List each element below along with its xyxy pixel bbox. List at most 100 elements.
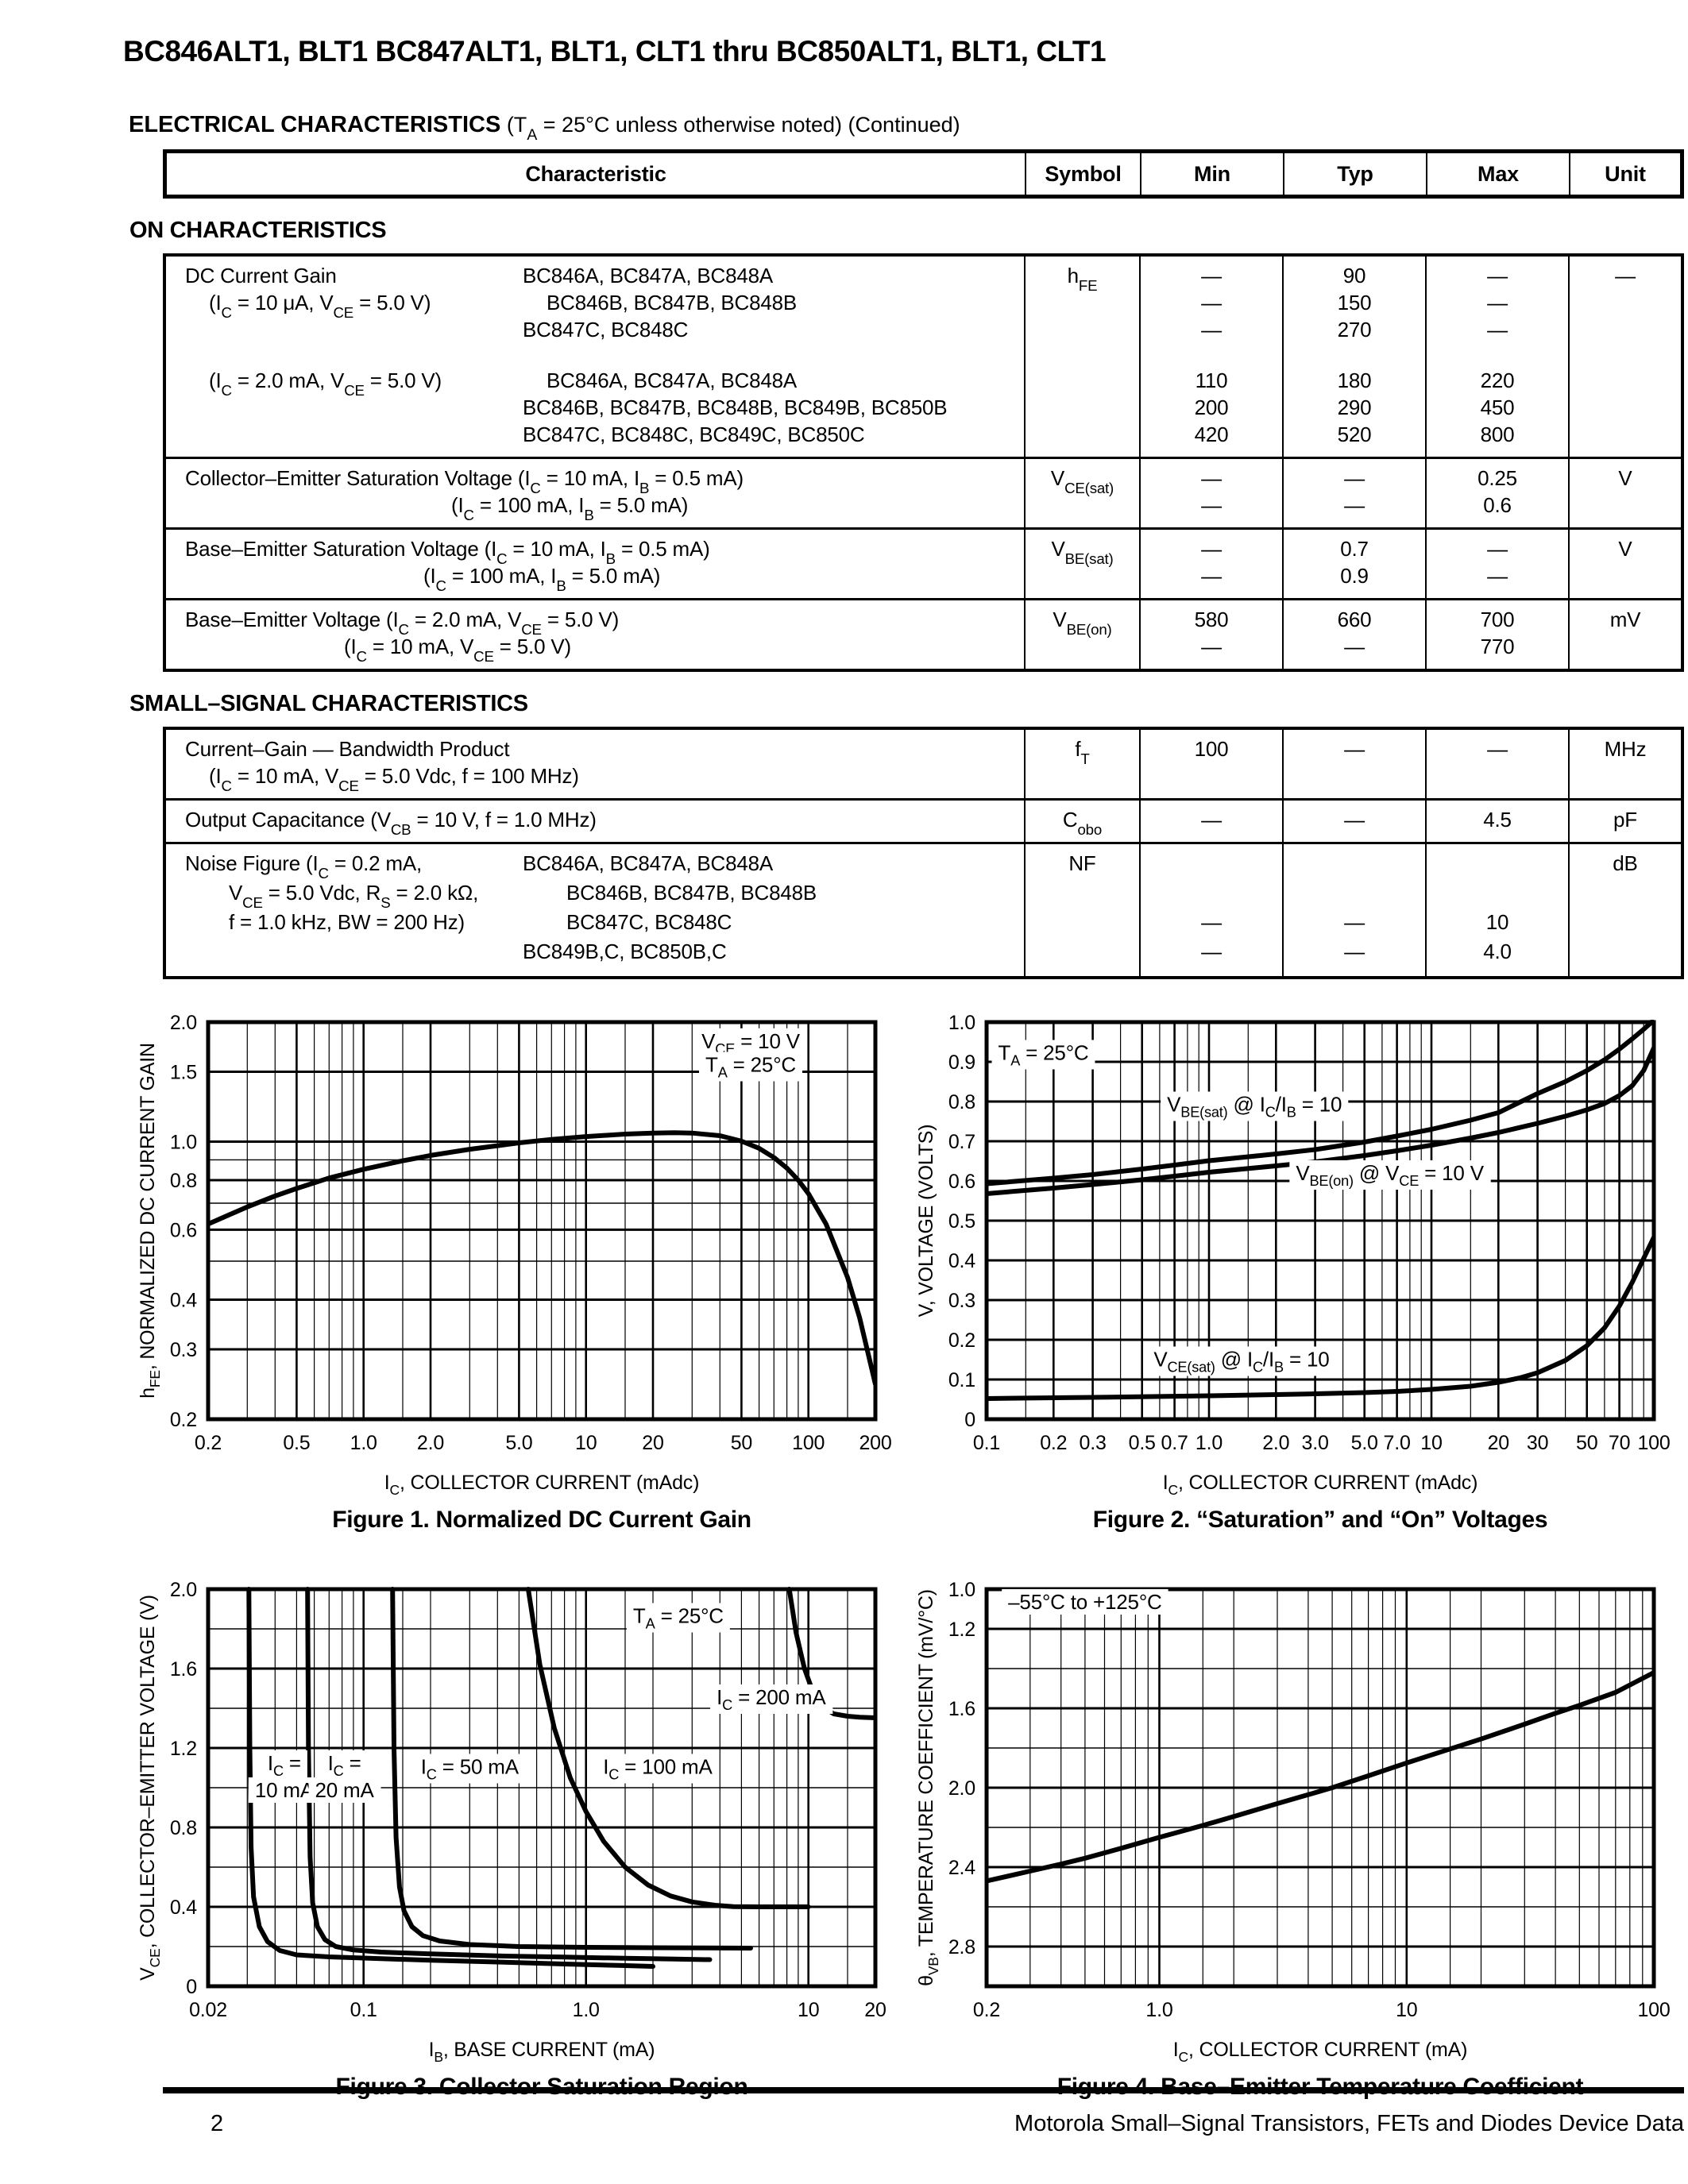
svg-text:1.2: 1.2: [948, 1619, 975, 1641]
svg-text:0.9: 0.9: [948, 1051, 975, 1074]
svg-text:0.8: 0.8: [170, 1170, 197, 1192]
max-cell: — —: [1425, 530, 1568, 598]
svg-text:3.0: 3.0: [1302, 1432, 1329, 1454]
svg-text:0.8: 0.8: [948, 1091, 975, 1113]
min-cell: — —: [1139, 459, 1282, 527]
max-cell: — — —220 450 800: [1425, 257, 1568, 457]
max-cell: 0.25 0.6: [1425, 459, 1568, 527]
svg-text:IC, COLLECTOR CURRENT (mA): IC, COLLECTOR CURRENT (mA): [1173, 2039, 1467, 2065]
characteristic-cell: Noise Figure (IC = 0.2 mA, BC846A, BC847A…: [185, 851, 817, 963]
svg-text:10: 10: [1420, 1432, 1442, 1454]
chart-svg-fig1: VCE = 10 VTA = 25°C 0.2 0.5 1.0 2.0 5.0 10 20 50…: [137, 1012, 892, 1498]
svg-text:20: 20: [1488, 1432, 1509, 1454]
characteristic-cell: Base–Emitter Voltage (IC = 2.0 mA, VCE =…: [185, 608, 620, 665]
unit-cell: dB: [1568, 844, 1681, 976]
svg-text:IC = 100 mA: IC = 100 mA: [603, 1755, 713, 1783]
svg-text:2.0: 2.0: [170, 1579, 197, 1601]
unit-cell: pF: [1568, 801, 1681, 842]
svg-text:0.1: 0.1: [350, 1999, 377, 2021]
svg-text:0.1: 0.1: [948, 1369, 975, 1391]
svg-text:0.2: 0.2: [1040, 1432, 1067, 1454]
svg-text:IC =: IC =: [268, 1751, 301, 1779]
svg-text:20: 20: [864, 1999, 886, 2021]
chart-fig1: VCE = 10 V TA = 25°C 0.2 0.5 1.0 2.0 5.0 10 20 50…: [125, 1012, 903, 1499]
svg-text:0.3: 0.3: [948, 1290, 975, 1312]
table-row: DC Current Gain BC846A, BC847A, BC848A (IC…: [166, 257, 1681, 457]
table-row: Collector–Emitter Saturation Voltage (IC…: [166, 457, 1681, 527]
typ-cell: —: [1282, 730, 1425, 798]
svg-text:IC =: IC =: [328, 1751, 361, 1779]
svg-text:0.6: 0.6: [948, 1171, 975, 1193]
symbol-cell: fT: [1024, 730, 1139, 798]
electrical-characteristics-label: ELECTRICAL CHARACTERISTICS: [129, 112, 501, 137]
svg-text:5.0: 5.0: [505, 1432, 532, 1454]
max-cell: 10 4.0: [1425, 844, 1568, 976]
svg-text:0.2: 0.2: [973, 1999, 1000, 2021]
svg-text:0.6: 0.6: [170, 1219, 197, 1241]
small-signal-characteristics-table: Current–Gain — Bandwidth Product (IC = 10…: [163, 727, 1684, 979]
symbol-cell: VBE(sat): [1024, 530, 1139, 598]
table-and-figures: Characteristic Symbol Min Typ Max Unit O…: [129, 149, 1684, 2101]
svg-text:VBE(sat) @ IC/IB = 10: VBE(sat) @ IC/IB = 10: [1167, 1093, 1342, 1121]
svg-text:IB, BASE CURRENT (mA): IB, BASE CURRENT (mA): [429, 2039, 655, 2065]
figure-2: TA = 25°C VBE(sat) @ IC/IB = 10 VBE(on) @ …: [903, 1012, 1682, 1534]
svg-text:2.0: 2.0: [170, 1012, 197, 1034]
svg-text:1.5: 1.5: [170, 1062, 197, 1084]
svg-text:IC = 50 mA: IC = 50 mA: [421, 1755, 520, 1783]
figure-caption: Figure 2. “Saturation” and “On” Voltages: [1092, 1507, 1548, 1533]
svg-text:5.0: 5.0: [1351, 1432, 1378, 1454]
min-cell: — —: [1139, 844, 1282, 976]
min-cell: 580—: [1139, 600, 1282, 669]
svg-text:0.2: 0.2: [948, 1329, 975, 1352]
footer-text: Motorola Small–Signal Transistors, FETs …: [1014, 2111, 1684, 2136]
unit-cell: V: [1568, 530, 1681, 598]
table-header-row: Characteristic Symbol Min Typ Max Unit: [163, 149, 1684, 199]
svg-text:IC = 200 mA: IC = 200 mA: [717, 1685, 826, 1713]
page-title: BC846ALT1, BLT1 BC847ALT1, BLT1, CLT1 th…: [123, 35, 1107, 68]
svg-text:–55°C to +125°C: –55°C to +125°C: [1008, 1590, 1161, 1614]
table-row: Output Capacitance (VCB = 10 V, f = 1.0 …: [166, 798, 1681, 842]
svg-text:TA = 25°C: TA = 25°C: [705, 1053, 796, 1081]
svg-text:VBE(on) @ VCE = 10 V: VBE(on) @ VCE = 10 V: [1296, 1161, 1484, 1189]
column-header-unit: Unit: [1569, 153, 1680, 195]
table-row: Noise Figure (IC = 0.2 mA, BC846A, BC847A…: [166, 842, 1681, 976]
svg-text:0.5: 0.5: [1129, 1432, 1156, 1454]
min-cell: —: [1139, 801, 1282, 842]
svg-text:30: 30: [1527, 1432, 1548, 1454]
svg-text:0.4: 0.4: [948, 1250, 975, 1272]
max-cell: 700 770: [1425, 600, 1568, 669]
characteristic-cell: Output Capacitance (VCB = 10 V, f = 1.0 …: [185, 808, 597, 838]
chart-fig2: TA = 25°C VBE(sat) @ IC/IB = 10 VBE(on) @ …: [903, 1012, 1682, 1499]
svg-text:1.6: 1.6: [948, 1698, 975, 1720]
figure-caption: Figure 1. Normalized DC Current Gain: [332, 1507, 751, 1533]
svg-text:7.0: 7.0: [1384, 1432, 1411, 1454]
svg-text:0.4: 0.4: [170, 1897, 197, 1919]
svg-text:100: 100: [1637, 1999, 1670, 2021]
column-header-min: Min: [1140, 153, 1283, 195]
column-header-typ: Typ: [1283, 153, 1426, 195]
section-title-on-characteristics: ON CHARACTERISTICS: [129, 218, 387, 243]
symbol-cell: Cobo: [1024, 801, 1139, 842]
characteristic-cell: Base–Emitter Saturation Voltage (IC = 10…: [185, 537, 710, 594]
svg-text:10: 10: [575, 1432, 597, 1454]
unit-cell: —: [1568, 257, 1681, 457]
figures-grid: VCE = 10 V TA = 25°C 0.2 0.5 1.0 2.0 5.0 10 20 50…: [125, 1012, 1682, 2101]
svg-text:0.2: 0.2: [195, 1432, 222, 1454]
typ-cell: — —: [1282, 459, 1425, 527]
section-title-small-signal-characteristics: SMALL–SIGNAL CHARACTERISTICS: [129, 691, 528, 716]
chart-fig3: TA = 25°C IC = 10 mA IC = 20 mA IC = 50 mA IC …: [125, 1579, 903, 2066]
on-characteristics-table: DC Current Gain BC846A, BC847A, BC848A (IC…: [163, 253, 1684, 672]
svg-text:0.02: 0.02: [189, 1999, 227, 2021]
svg-text:hFE, NORMALIZED DC CURRENT GAI: hFE, NORMALIZED DC CURRENT GAIN: [137, 1043, 163, 1399]
svg-text:0.3: 0.3: [170, 1339, 197, 1361]
svg-text:0.7: 0.7: [1161, 1432, 1188, 1454]
column-header-max: Max: [1426, 153, 1569, 195]
svg-text:100: 100: [1637, 1432, 1670, 1454]
svg-text:1.0: 1.0: [573, 1999, 600, 2021]
table-row: Base–Emitter Voltage (IC = 2.0 mA, VCE =…: [166, 598, 1681, 669]
min-cell: — — —110 200 420: [1139, 257, 1282, 457]
max-cell: 4.5: [1425, 801, 1568, 842]
svg-text:VCE = 10 V: VCE = 10 V: [701, 1029, 801, 1057]
